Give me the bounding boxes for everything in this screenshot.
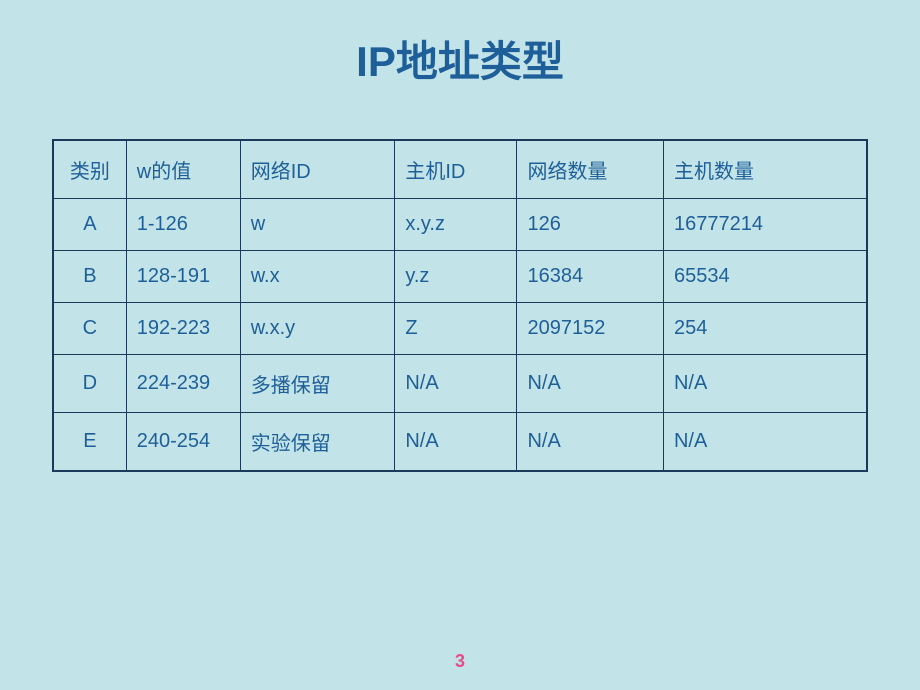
cell-w-value: 240-254 <box>126 413 240 472</box>
cell-network-count: N/A <box>517 413 664 472</box>
table-row: A 1-126 w x.y.z 126 16777214 <box>53 199 867 251</box>
ip-class-table: 类别 w的值 网络ID 主机ID 网络数量 主机数量 A 1-126 w x.y… <box>52 139 868 472</box>
header-network-id: 网络ID <box>240 140 395 199</box>
cell-host-count: N/A <box>663 413 867 472</box>
cell-host-id: Z <box>395 303 517 355</box>
cell-network-id: 多播保留 <box>240 355 395 413</box>
table-row: D 224-239 多播保留 N/A N/A N/A <box>53 355 867 413</box>
table-row: B 128-191 w.x y.z 16384 65534 <box>53 251 867 303</box>
page-number: 3 <box>455 651 465 672</box>
cell-class: B <box>53 251 126 303</box>
cell-class: C <box>53 303 126 355</box>
cell-host-id: N/A <box>395 413 517 472</box>
table-header-row: 类别 w的值 网络ID 主机ID 网络数量 主机数量 <box>53 140 867 199</box>
header-class: 类别 <box>53 140 126 199</box>
cell-class: E <box>53 413 126 472</box>
cell-host-id: y.z <box>395 251 517 303</box>
cell-network-count: 126 <box>517 199 664 251</box>
cell-w-value: 192-223 <box>126 303 240 355</box>
table-body: A 1-126 w x.y.z 126 16777214 B 128-191 w… <box>53 199 867 472</box>
header-host-count: 主机数量 <box>663 140 867 199</box>
cell-network-id: 实验保留 <box>240 413 395 472</box>
cell-w-value: 224-239 <box>126 355 240 413</box>
cell-class: A <box>53 199 126 251</box>
cell-w-value: 128-191 <box>126 251 240 303</box>
table-row: E 240-254 实验保留 N/A N/A N/A <box>53 413 867 472</box>
cell-host-id: N/A <box>395 355 517 413</box>
header-w-value: w的值 <box>126 140 240 199</box>
cell-network-count: 16384 <box>517 251 664 303</box>
cell-network-id: w.x.y <box>240 303 395 355</box>
header-network-count: 网络数量 <box>517 140 664 199</box>
cell-host-count: N/A <box>663 355 867 413</box>
cell-host-count: 254 <box>663 303 867 355</box>
slide-title: IP地址类型 <box>0 0 920 119</box>
cell-host-id: x.y.z <box>395 199 517 251</box>
table-row: C 192-223 w.x.y Z 2097152 254 <box>53 303 867 355</box>
cell-class: D <box>53 355 126 413</box>
cell-network-id: w.x <box>240 251 395 303</box>
cell-host-count: 16777214 <box>663 199 867 251</box>
cell-network-count: 2097152 <box>517 303 664 355</box>
header-host-id: 主机ID <box>395 140 517 199</box>
cell-host-count: 65534 <box>663 251 867 303</box>
cell-w-value: 1-126 <box>126 199 240 251</box>
cell-network-id: w <box>240 199 395 251</box>
table-container: 类别 w的值 网络ID 主机ID 网络数量 主机数量 A 1-126 w x.y… <box>0 119 920 472</box>
cell-network-count: N/A <box>517 355 664 413</box>
